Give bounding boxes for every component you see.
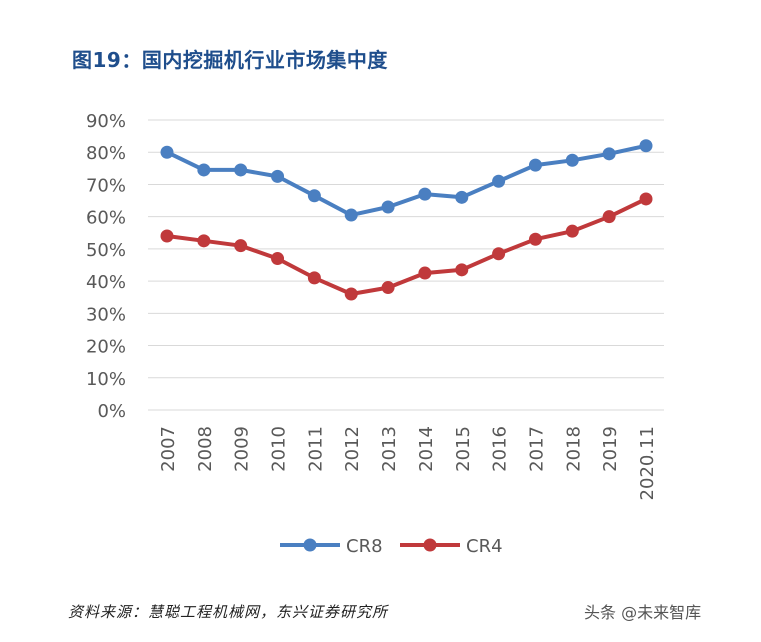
x-tick-label: 2013 <box>379 426 400 472</box>
data-point-cr8 <box>160 145 174 159</box>
y-tick-label: 50% <box>86 240 126 261</box>
data-point-cr4 <box>528 232 542 246</box>
x-tick-label: 2011 <box>305 426 326 472</box>
x-tick-label: 2010 <box>269 426 290 472</box>
x-tick-label: 2007 <box>158 426 179 472</box>
data-point-cr8 <box>492 174 506 188</box>
legend-swatch-marker <box>303 538 317 552</box>
y-axis-tick-labels: 0% 10% 20% 30% 40% 50% 60% 70% 80% 90% <box>86 111 126 422</box>
data-point-cr4 <box>418 266 432 280</box>
x-tick-label: 2008 <box>195 426 216 472</box>
data-point-cr8 <box>344 208 358 222</box>
data-point-cr8 <box>381 200 395 214</box>
data-point-cr4 <box>381 281 395 295</box>
data-point-cr8 <box>565 153 579 167</box>
y-tick-label: 40% <box>86 272 126 293</box>
x-tick-label: 2019 <box>600 426 621 472</box>
y-tick-label: 60% <box>86 208 126 229</box>
x-tick-label: 2009 <box>232 426 253 472</box>
y-tick-label: 0% <box>97 401 126 422</box>
data-point-cr8 <box>234 163 248 177</box>
gridlines <box>148 119 664 411</box>
data-point-cr8 <box>455 190 469 204</box>
data-point-cr4 <box>602 210 616 224</box>
data-point-cr8 <box>271 169 285 183</box>
y-tick-label: 80% <box>86 143 126 164</box>
data-point-cr4 <box>160 229 174 243</box>
x-tick-label: 2015 <box>453 426 474 472</box>
x-tick-label: 2016 <box>490 426 511 472</box>
legend: CR8 CR4 <box>280 536 503 557</box>
chart-title: 图19：国内挖掘机行业市场集中度 <box>72 48 388 72</box>
y-tick-label: 20% <box>86 337 126 358</box>
data-point-cr4 <box>344 287 358 301</box>
data-point-cr4 <box>565 224 579 238</box>
x-tick-label: 2018 <box>563 426 584 472</box>
y-tick-label: 90% <box>86 111 126 132</box>
y-tick-label: 30% <box>86 304 126 325</box>
data-point-cr4 <box>271 252 285 266</box>
x-tick-label: 2014 <box>416 426 437 472</box>
data-point-cr8 <box>528 158 542 172</box>
data-point-cr8 <box>418 187 432 201</box>
legend-label: CR4 <box>466 536 503 557</box>
data-point-cr8 <box>602 147 616 161</box>
data-point-cr4 <box>492 247 506 261</box>
data-point-cr4 <box>307 271 321 285</box>
x-axis-tick-labels: 2007 2008 2009 2010 2011 2012 2013 2014 2015 2016… <box>158 426 658 500</box>
x-tick-label: 2017 <box>526 426 547 472</box>
data-point-cr4 <box>234 239 248 253</box>
y-tick-label: 70% <box>86 175 126 196</box>
series-points <box>160 139 653 301</box>
legend-label: CR8 <box>346 536 383 557</box>
data-point-cr8 <box>197 163 211 177</box>
data-point-cr8 <box>639 139 653 153</box>
y-tick-label: 10% <box>86 369 126 390</box>
x-tick-label: 2012 <box>342 426 363 472</box>
legend-swatch-marker <box>423 538 437 552</box>
x-tick-label: 2020.11 <box>637 426 658 500</box>
watermark: 头条 @未来智库 <box>584 603 702 622</box>
data-point-cr4 <box>197 234 211 248</box>
source-note: 资料来源：慧聪工程机械网，东兴证券研究所 <box>68 603 389 621</box>
data-point-cr8 <box>307 189 321 203</box>
data-point-cr4 <box>639 192 653 206</box>
data-point-cr4 <box>455 263 469 277</box>
